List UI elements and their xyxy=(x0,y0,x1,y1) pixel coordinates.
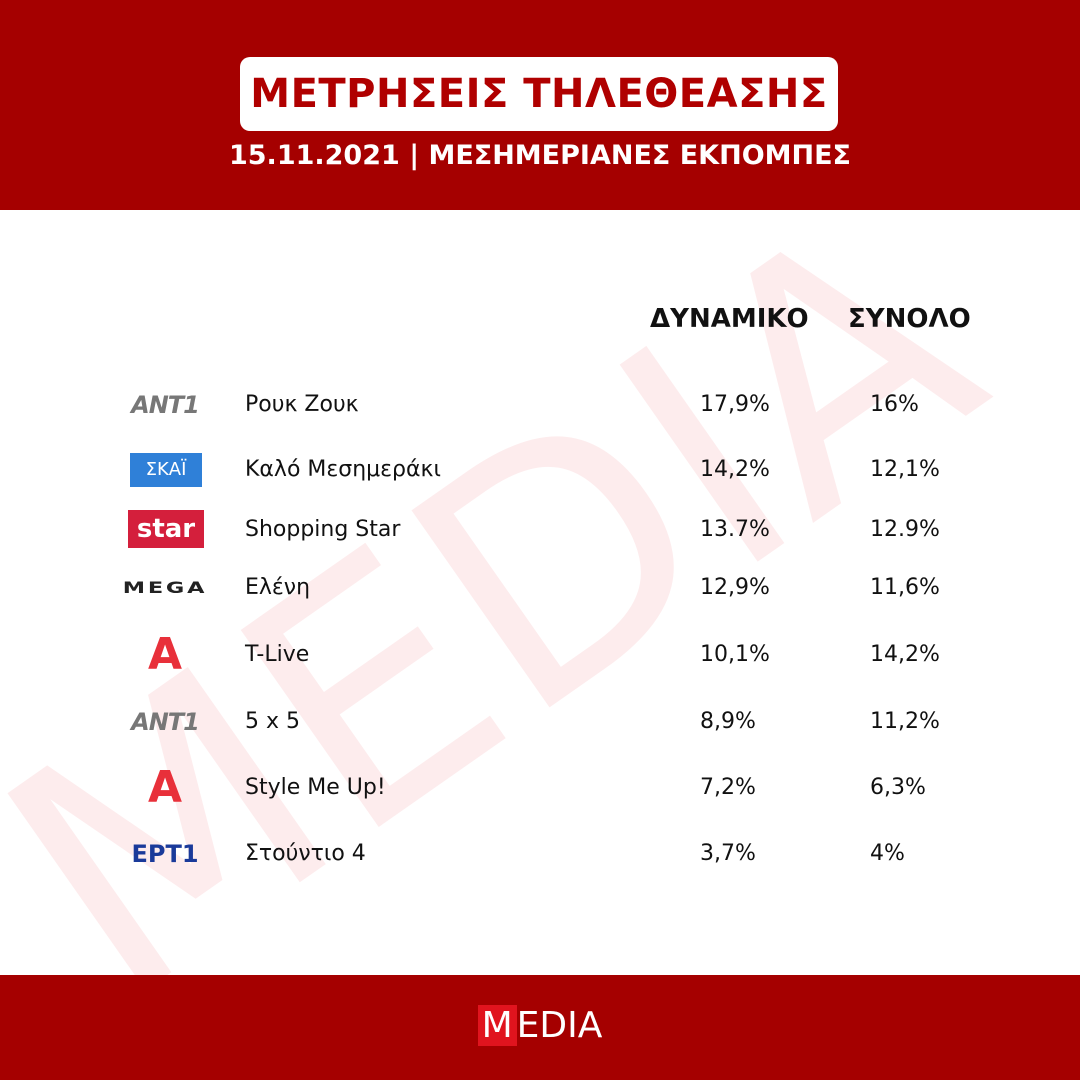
synolo-value: 12.9% xyxy=(870,517,940,542)
table-row: ANT1 5 x 5 8,9% 11,2% xyxy=(0,702,1080,742)
table-row: star Shopping Star 13.7% 12.9% xyxy=(0,510,1080,550)
synolo-value: 11,2% xyxy=(870,709,940,734)
show-name: Στούντιο 4 xyxy=(245,841,366,866)
subtitle: 15.11.2021 | ΜΕΣΗΜΕΡΙΑΝΕΣ ΕΚΠΟΜΠΕΣ xyxy=(228,140,851,171)
show-name: Ρουκ Ζουκ xyxy=(245,392,359,417)
channel-logo: A xyxy=(147,629,183,680)
table-row: MEGA Ελένη 12,9% 11,6% xyxy=(0,568,1080,608)
show-name: Shopping Star xyxy=(245,517,401,542)
watermark: MEDIA xyxy=(0,144,1041,1073)
table-row: A Style Me Up! 7,2% 6,3% xyxy=(0,762,1080,813)
footer-band xyxy=(0,975,1080,1080)
channel-logo: ΕΡΤ1 xyxy=(131,840,199,868)
dynamiko-value: 12,9% xyxy=(700,575,770,600)
table-row: ΕΡΤ1 Στούντιο 4 3,7% 4% xyxy=(0,834,1080,874)
table-row: ΣΚΑΪ Καλό Μεσημεράκι 14,2% 12,1% xyxy=(0,450,1080,490)
table-row: ANT1 Ρουκ Ζουκ 17,9% 16% xyxy=(0,385,1080,425)
dynamiko-value: 10,1% xyxy=(700,642,770,667)
header-band: ΜΕΤΡΗΣΕΙΣ ΤΗΛΕΘΕΑΣΗΣ 15.11.2021 | ΜΕΣΗΜΕ… xyxy=(0,0,1080,210)
channel-logo: MEGA xyxy=(122,578,208,597)
channel-logo: ANT1 xyxy=(131,708,200,736)
dynamiko-value: 3,7% xyxy=(700,841,756,866)
column-header: ΔΥΝΑΜΙΚΟ xyxy=(650,304,809,334)
show-name: Καλό Μεσημεράκι xyxy=(245,457,441,482)
dynamiko-value: 14,2% xyxy=(700,457,770,482)
channel-logo: ΣΚΑΪ xyxy=(130,453,202,487)
dynamiko-value: 7,2% xyxy=(700,775,756,800)
show-name: Style Me Up! xyxy=(245,775,386,800)
synolo-value: 16% xyxy=(870,392,919,417)
synolo-value: 4% xyxy=(870,841,905,866)
show-name: 5 x 5 xyxy=(245,709,300,734)
show-name: Ελένη xyxy=(245,575,311,600)
channel-logo: A xyxy=(147,762,183,813)
dynamiko-value: 8,9% xyxy=(700,709,756,734)
synolo-value: 14,2% xyxy=(870,642,940,667)
table-row: A T-Live 10,1% 14,2% xyxy=(0,629,1080,680)
channel-logo: star xyxy=(128,510,204,548)
dynamiko-value: 13.7% xyxy=(700,517,770,542)
footer-logo-text: EDIA xyxy=(516,1005,603,1046)
channel-logo: ANT1 xyxy=(131,391,200,419)
dynamiko-value: 17,9% xyxy=(700,392,770,417)
footer-logo-mark: M xyxy=(477,1005,517,1046)
title: ΜΕΤΡΗΣΕΙΣ ΤΗΛΕΘΕΑΣΗΣ xyxy=(250,71,828,117)
synolo-value: 11,6% xyxy=(870,575,940,600)
synolo-value: 6,3% xyxy=(870,775,926,800)
footer-logo: M EDIA xyxy=(0,1005,1080,1046)
title-box: ΜΕΤΡΗΣΕΙΣ ΤΗΛΕΘΕΑΣΗΣ xyxy=(240,57,838,131)
column-header: ΣΥΝΟΛΟ xyxy=(848,304,971,334)
synolo-value: 12,1% xyxy=(870,457,940,482)
show-name: T-Live xyxy=(245,642,310,667)
